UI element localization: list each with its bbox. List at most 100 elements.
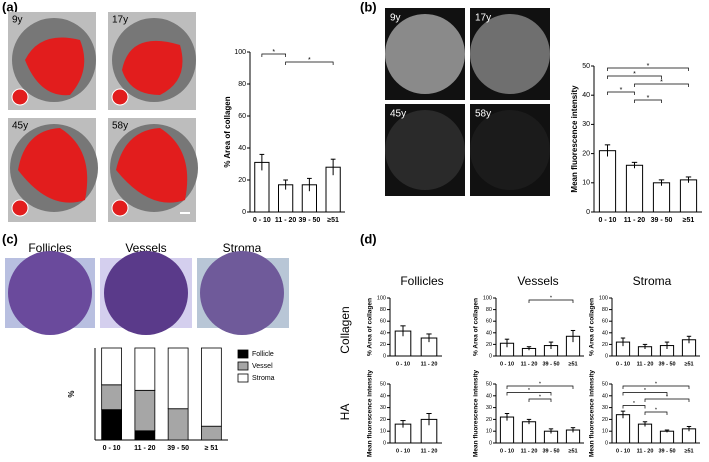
y-tick-label: 0 — [489, 353, 492, 359]
significance-bracket — [607, 75, 662, 79]
image-label: 58y — [112, 121, 128, 132]
legend-label: Vessel — [252, 363, 273, 370]
image-label: Vessels — [125, 241, 166, 255]
bar — [652, 182, 671, 213]
x-tick-label: 39 - 50 — [167, 445, 189, 452]
x-tick-label: 39 - 50 — [651, 217, 673, 224]
y-tick-label: 80 — [602, 307, 608, 313]
x-tick-label: 0 - 10 — [599, 217, 617, 224]
significance-bracket — [634, 83, 689, 87]
x-tick-label: ≥51 — [327, 217, 339, 224]
x-tick-label: 11 - 20 — [637, 361, 654, 367]
x-tick-label: 0 - 10 — [500, 448, 514, 454]
x-tick-label: 11 - 20 — [275, 217, 297, 224]
significance-label: * — [666, 394, 669, 400]
image-label: 17y — [475, 13, 491, 24]
bar — [499, 416, 515, 444]
significance-bracket — [285, 61, 334, 65]
y-tick-label: 0 — [383, 353, 386, 359]
bar — [659, 430, 675, 444]
x-tick-label: 11 - 20 — [134, 445, 156, 452]
panel-label: (a) — [2, 0, 18, 14]
significance-label: * — [539, 381, 542, 387]
y-tick-label: 20 — [602, 417, 608, 423]
y-axis-label: % Area of collagen — [473, 298, 480, 356]
y-tick-label: 60 — [238, 113, 246, 120]
column-title: Stroma — [633, 274, 672, 288]
row-label: Collagen — [338, 306, 352, 353]
y-tick-label: 20 — [238, 177, 246, 184]
panel-label: (b) — [360, 0, 377, 14]
image-label: 9y — [12, 15, 23, 26]
y-tick-label: 20 — [486, 342, 492, 348]
y-tick-label: 20 — [582, 150, 590, 157]
y-axis-label: % Area of collagen — [589, 298, 596, 356]
y-tick-label: 100 — [377, 295, 386, 301]
x-tick-label: ≥51 — [683, 217, 695, 224]
x-tick-label: ≥51 — [568, 448, 577, 454]
y-tick-label: 50 — [602, 381, 608, 387]
image-label: 58y — [475, 109, 491, 120]
panel-label: (d) — [360, 231, 377, 246]
y-tick-label: 10 — [602, 429, 608, 435]
x-tick-label: ≥51 — [684, 448, 693, 454]
significance-bracket — [506, 385, 574, 389]
y-tick-label: 40 — [238, 145, 246, 152]
y-tick-label: 100 — [483, 295, 492, 301]
y-tick-label: 10 — [380, 429, 386, 435]
x-tick-label: ≥51 — [568, 361, 577, 367]
y-tick-label: 0 — [383, 440, 386, 446]
significance-label: * — [633, 71, 636, 78]
significance-bracket — [644, 411, 668, 415]
y-tick-label: 0 — [586, 209, 590, 216]
x-tick-label: 11 - 20 — [624, 217, 646, 224]
y-tick-label: 100 — [599, 295, 608, 301]
y-tick-label: 40 — [486, 330, 492, 336]
significance-bracket — [622, 405, 646, 409]
x-tick-label: 39 - 50 — [658, 361, 675, 367]
x-tick-label: 0 - 10 — [616, 361, 630, 367]
bar — [615, 414, 631, 444]
bar-segment — [200, 425, 222, 441]
y-tick-label: 20 — [380, 342, 386, 348]
y-axis-label: % Area of collagen — [367, 298, 374, 356]
y-tick-label: 50 — [380, 381, 386, 387]
significance-label: * — [647, 63, 650, 70]
bar — [679, 179, 698, 213]
y-tick-label: 40 — [582, 92, 590, 99]
y-axis-label: Mean fluorescence intensity — [473, 370, 480, 457]
significance-label: * — [655, 381, 658, 387]
image-label: 9y — [390, 13, 401, 24]
image-label: 17y — [112, 15, 128, 26]
y-tick-label: 10 — [486, 429, 492, 435]
x-tick-label: 39 - 50 — [298, 217, 320, 224]
x-tick-label: 11 - 20 — [421, 448, 438, 454]
y-tick-label: 60 — [602, 319, 608, 325]
y-tick-label: 30 — [602, 405, 608, 411]
y-tick-label: 50 — [486, 381, 492, 387]
significance-bracket — [644, 398, 690, 402]
y-axis-label: % Area of collagen — [223, 96, 232, 167]
significance-bracket — [607, 91, 635, 95]
y-axis-label: Mean fluorescence intensity — [589, 370, 596, 457]
y-tick-label: 0 — [242, 209, 246, 216]
significance-label: * — [539, 394, 542, 400]
x-tick-label: 0 - 10 — [396, 361, 410, 367]
y-tick-label: 40 — [486, 393, 492, 399]
image-label: Follicles — [28, 241, 71, 255]
x-tick-label: 11 - 20 — [637, 448, 654, 454]
bar-segment — [101, 347, 123, 386]
y-tick-label: 80 — [380, 307, 386, 313]
significance-label: * — [308, 57, 311, 64]
significance-bracket — [622, 392, 668, 396]
image-a — [8, 12, 198, 222]
image-b — [385, 8, 550, 196]
bar — [637, 423, 653, 444]
y-tick-label: 60 — [380, 319, 386, 325]
x-tick-label: 0 - 10 — [500, 361, 514, 367]
bar — [521, 421, 537, 444]
panel-label: (c) — [2, 231, 18, 246]
y-axis-label: Mean fluorescence intensity — [367, 370, 374, 457]
x-tick-label: 39 - 50 — [658, 448, 675, 454]
